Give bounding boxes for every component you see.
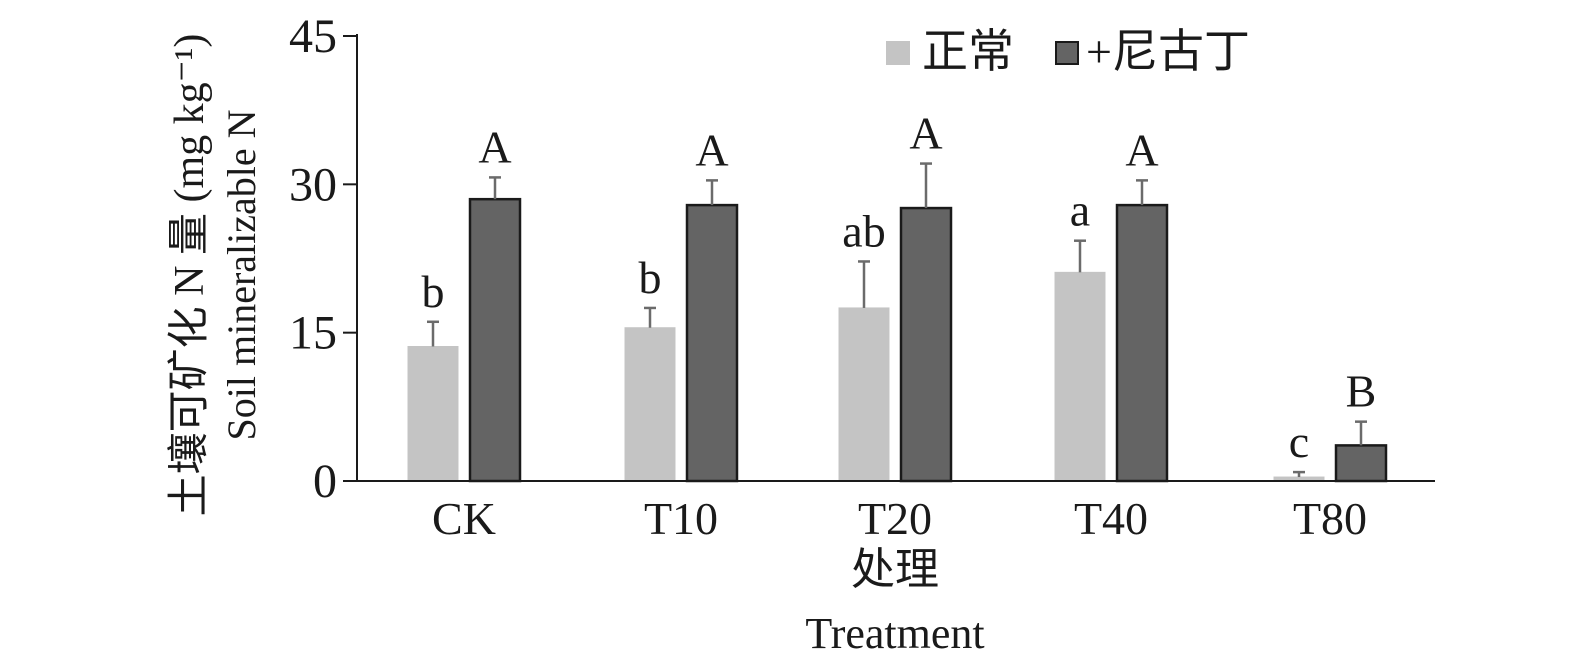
y-axis-title: 土壤可矿化 N 量 (mg kg⁻¹) Soil mineralizable N — [166, 34, 264, 517]
bar — [1115, 203, 1169, 483]
x-axis-title-cn: 处理 — [851, 545, 939, 594]
bar — [899, 206, 953, 483]
significance-label: A — [909, 108, 942, 159]
significance-label: a — [1070, 185, 1090, 236]
bar — [624, 327, 676, 482]
significance-label: A — [478, 121, 511, 172]
y-tick-label: 15 — [289, 307, 337, 360]
bar — [468, 197, 522, 483]
y-axis-title-cn: 土壤可矿化 N 量 (mg kg⁻¹) — [166, 34, 213, 517]
y-axis: 0 15 30 45 — [289, 10, 358, 508]
x-tick-label: T20 — [858, 493, 932, 544]
significance-label: A — [1125, 124, 1158, 175]
significance-label: A — [695, 124, 728, 175]
x-tick-label: CK — [432, 493, 496, 544]
bar — [1334, 444, 1388, 483]
plot-area: b b ab a c A A A A B — [407, 108, 1388, 483]
x-tick-label: T40 — [1074, 493, 1148, 544]
y-tick-label: 30 — [289, 158, 337, 211]
legend: 正常 +尼古丁 — [886, 26, 1250, 77]
x-tick-label: T10 — [644, 493, 718, 544]
legend-swatch-nicotine — [1055, 41, 1079, 65]
legend-label-nicotine: +尼古丁 — [1086, 26, 1250, 77]
significance-label: B — [1346, 366, 1377, 417]
legend-label-normal: 正常 — [922, 26, 1014, 77]
bar — [685, 203, 739, 483]
y-tick-label: 0 — [313, 455, 337, 508]
x-tick-label: T80 — [1293, 493, 1367, 544]
significance-label: ab — [842, 205, 885, 256]
x-axis-title-en: Treatment — [805, 609, 984, 658]
significance-label: c — [1289, 416, 1309, 467]
y-axis-title-en: Soil mineralizable N — [219, 109, 264, 440]
legend-swatch-normal — [886, 41, 910, 65]
significance-label: b — [639, 252, 662, 303]
bar — [838, 307, 890, 482]
y-tick-label: 45 — [289, 10, 337, 63]
x-axis: CK T10 T20 T40 T80 — [357, 480, 1435, 544]
significance-label: b — [422, 266, 445, 317]
bar — [1054, 271, 1106, 482]
bar — [407, 346, 459, 482]
